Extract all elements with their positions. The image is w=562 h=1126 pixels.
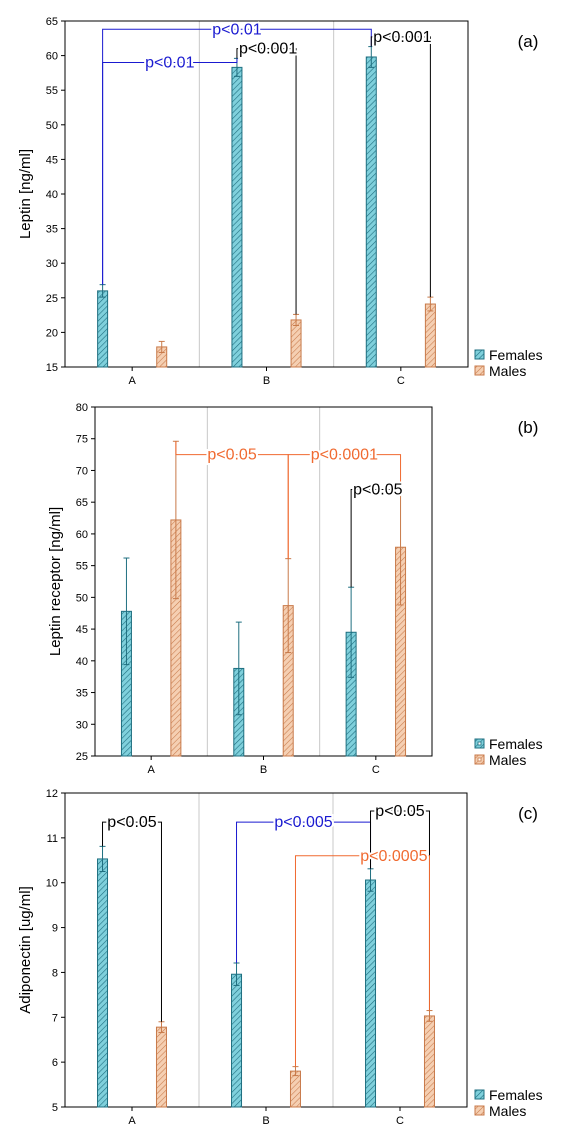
y-tick-label: 12 <box>46 788 58 800</box>
y-tick-label: 65 <box>76 497 88 509</box>
significance-bracket <box>370 810 430 1011</box>
y-tick-label: 50 <box>46 120 58 132</box>
significance-label: p<0.05 <box>207 447 256 464</box>
y-tick-label: 5 <box>52 1102 58 1114</box>
legend-swatch-males <box>474 1105 485 1116</box>
significance-label: p<0.01 <box>145 55 194 72</box>
bar-males-B <box>290 319 302 368</box>
bar-males-B <box>289 1070 301 1108</box>
x-tick-label: B <box>262 1115 269 1126</box>
x-tick-label: C <box>397 375 405 387</box>
chart-panel-2: 25 30 35 40 45 50 55 60 65 70 75 80 A B C Leptin recept… <box>47 402 543 776</box>
significance-bracket <box>236 48 297 315</box>
y-tick-label: 30 <box>46 258 58 270</box>
bar-males-A <box>155 1026 167 1108</box>
y-tick-label: 55 <box>46 85 58 97</box>
significance-bracket <box>350 488 401 588</box>
y-tick-label: 45 <box>76 624 88 636</box>
y-tick-label: 6 <box>52 1057 58 1069</box>
significance-bracket <box>287 454 402 559</box>
chart-panel-1: 15 20 25 30 35 40 45 50 55 60 65 A B C Leptin [ng/ml] p… <box>17 16 543 387</box>
y-tick-label: 25 <box>76 751 88 763</box>
significance-label: p<0.05 <box>107 814 156 831</box>
x-tick-label: A <box>128 1115 136 1126</box>
bar-females-A <box>97 290 109 368</box>
legend-swatch-females <box>474 349 485 360</box>
significance-bracket <box>102 58 238 285</box>
plot-frame <box>64 792 468 1108</box>
legend-label-males: Males <box>489 363 526 379</box>
significance-label: p<0.005 <box>274 814 332 831</box>
bar-females-A <box>97 858 109 1108</box>
significance-label: p<0.05 <box>353 481 402 498</box>
significance-label: p<0.0001 <box>311 447 378 464</box>
bar-females-B <box>231 973 243 1108</box>
x-tick-label: A <box>147 764 155 776</box>
bar-males-C <box>424 303 436 368</box>
y-tick-label: 30 <box>76 719 88 731</box>
y-tick-label: 60 <box>46 51 58 63</box>
legend-label-females: Females <box>489 736 543 752</box>
panel-label: (a) <box>518 32 539 51</box>
x-tick-label: C <box>396 1115 404 1126</box>
y-tick-label: 20 <box>46 327 58 339</box>
significance-label: p<0.01 <box>212 21 261 38</box>
bar-males-C <box>423 1015 435 1108</box>
bar-females-C <box>365 879 377 1108</box>
significance-bracket <box>102 821 162 1022</box>
y-tick-label: 8 <box>52 967 58 979</box>
legend-swatch-males <box>474 365 485 376</box>
panel-label: (c) <box>518 804 538 823</box>
legend-swatch-marker <box>477 741 482 746</box>
legend-label-males: Males <box>489 1103 526 1119</box>
significance-label: p<0.0005 <box>360 848 427 865</box>
bar-females-B <box>231 66 243 368</box>
y-tick-label: 15 <box>46 362 58 374</box>
y-tick-label: 55 <box>76 561 88 573</box>
significance-label: p<0.05 <box>375 803 424 820</box>
significance-bracket <box>294 855 430 1067</box>
y-tick-label: 35 <box>76 688 88 700</box>
y-tick-label: 80 <box>76 402 88 414</box>
significance-bracket <box>236 821 372 964</box>
significance-bracket <box>370 36 431 298</box>
x-tick-label: B <box>260 764 267 776</box>
y-tick-label: 35 <box>46 224 58 236</box>
panel-label: (b) <box>518 418 539 437</box>
plot-frame <box>64 20 469 368</box>
y-tick-label: 25 <box>46 293 58 305</box>
y-axis-label: Adiponectin [ug/ml] <box>17 886 34 1014</box>
x-tick-label: A <box>128 375 136 387</box>
y-tick-label: 40 <box>76 656 88 668</box>
legend-swatch-females <box>474 1089 485 1100</box>
y-tick-label: 11 <box>47 833 58 845</box>
chart-panel-3: 5 6 7 8 9 10 11 12 A B C Adiponectin [ug/ml] p<0.05 p… <box>17 788 543 1126</box>
legend-label-females: Females <box>489 1087 543 1103</box>
y-tick-label: 7 <box>52 1012 58 1024</box>
plot-frame <box>94 406 433 757</box>
y-tick-label: 75 <box>76 434 88 446</box>
significance-label: p<0.001 <box>373 29 431 46</box>
y-tick-label: 45 <box>46 154 58 166</box>
y-tick-label: 9 <box>52 923 58 935</box>
y-axis-label: Leptin [ng/ml] <box>17 149 34 239</box>
y-tick-label: 40 <box>46 189 58 201</box>
legend-label-females: Females <box>489 347 543 363</box>
y-tick-label: 10 <box>46 878 58 890</box>
y-tick-label: 65 <box>46 16 58 28</box>
y-tick-label: 70 <box>76 465 88 477</box>
legend-label-males: Males <box>489 752 526 768</box>
y-tick-label: 50 <box>76 592 88 604</box>
bar-females-C <box>365 56 377 368</box>
x-tick-label: B <box>263 375 270 387</box>
y-axis-label: Leptin receptor [ng/ml] <box>47 507 64 656</box>
y-tick-label: 60 <box>76 529 88 541</box>
x-tick-label: C <box>372 764 380 776</box>
significance-label: p<0.001 <box>239 41 297 58</box>
legend-swatch-marker <box>477 757 482 762</box>
